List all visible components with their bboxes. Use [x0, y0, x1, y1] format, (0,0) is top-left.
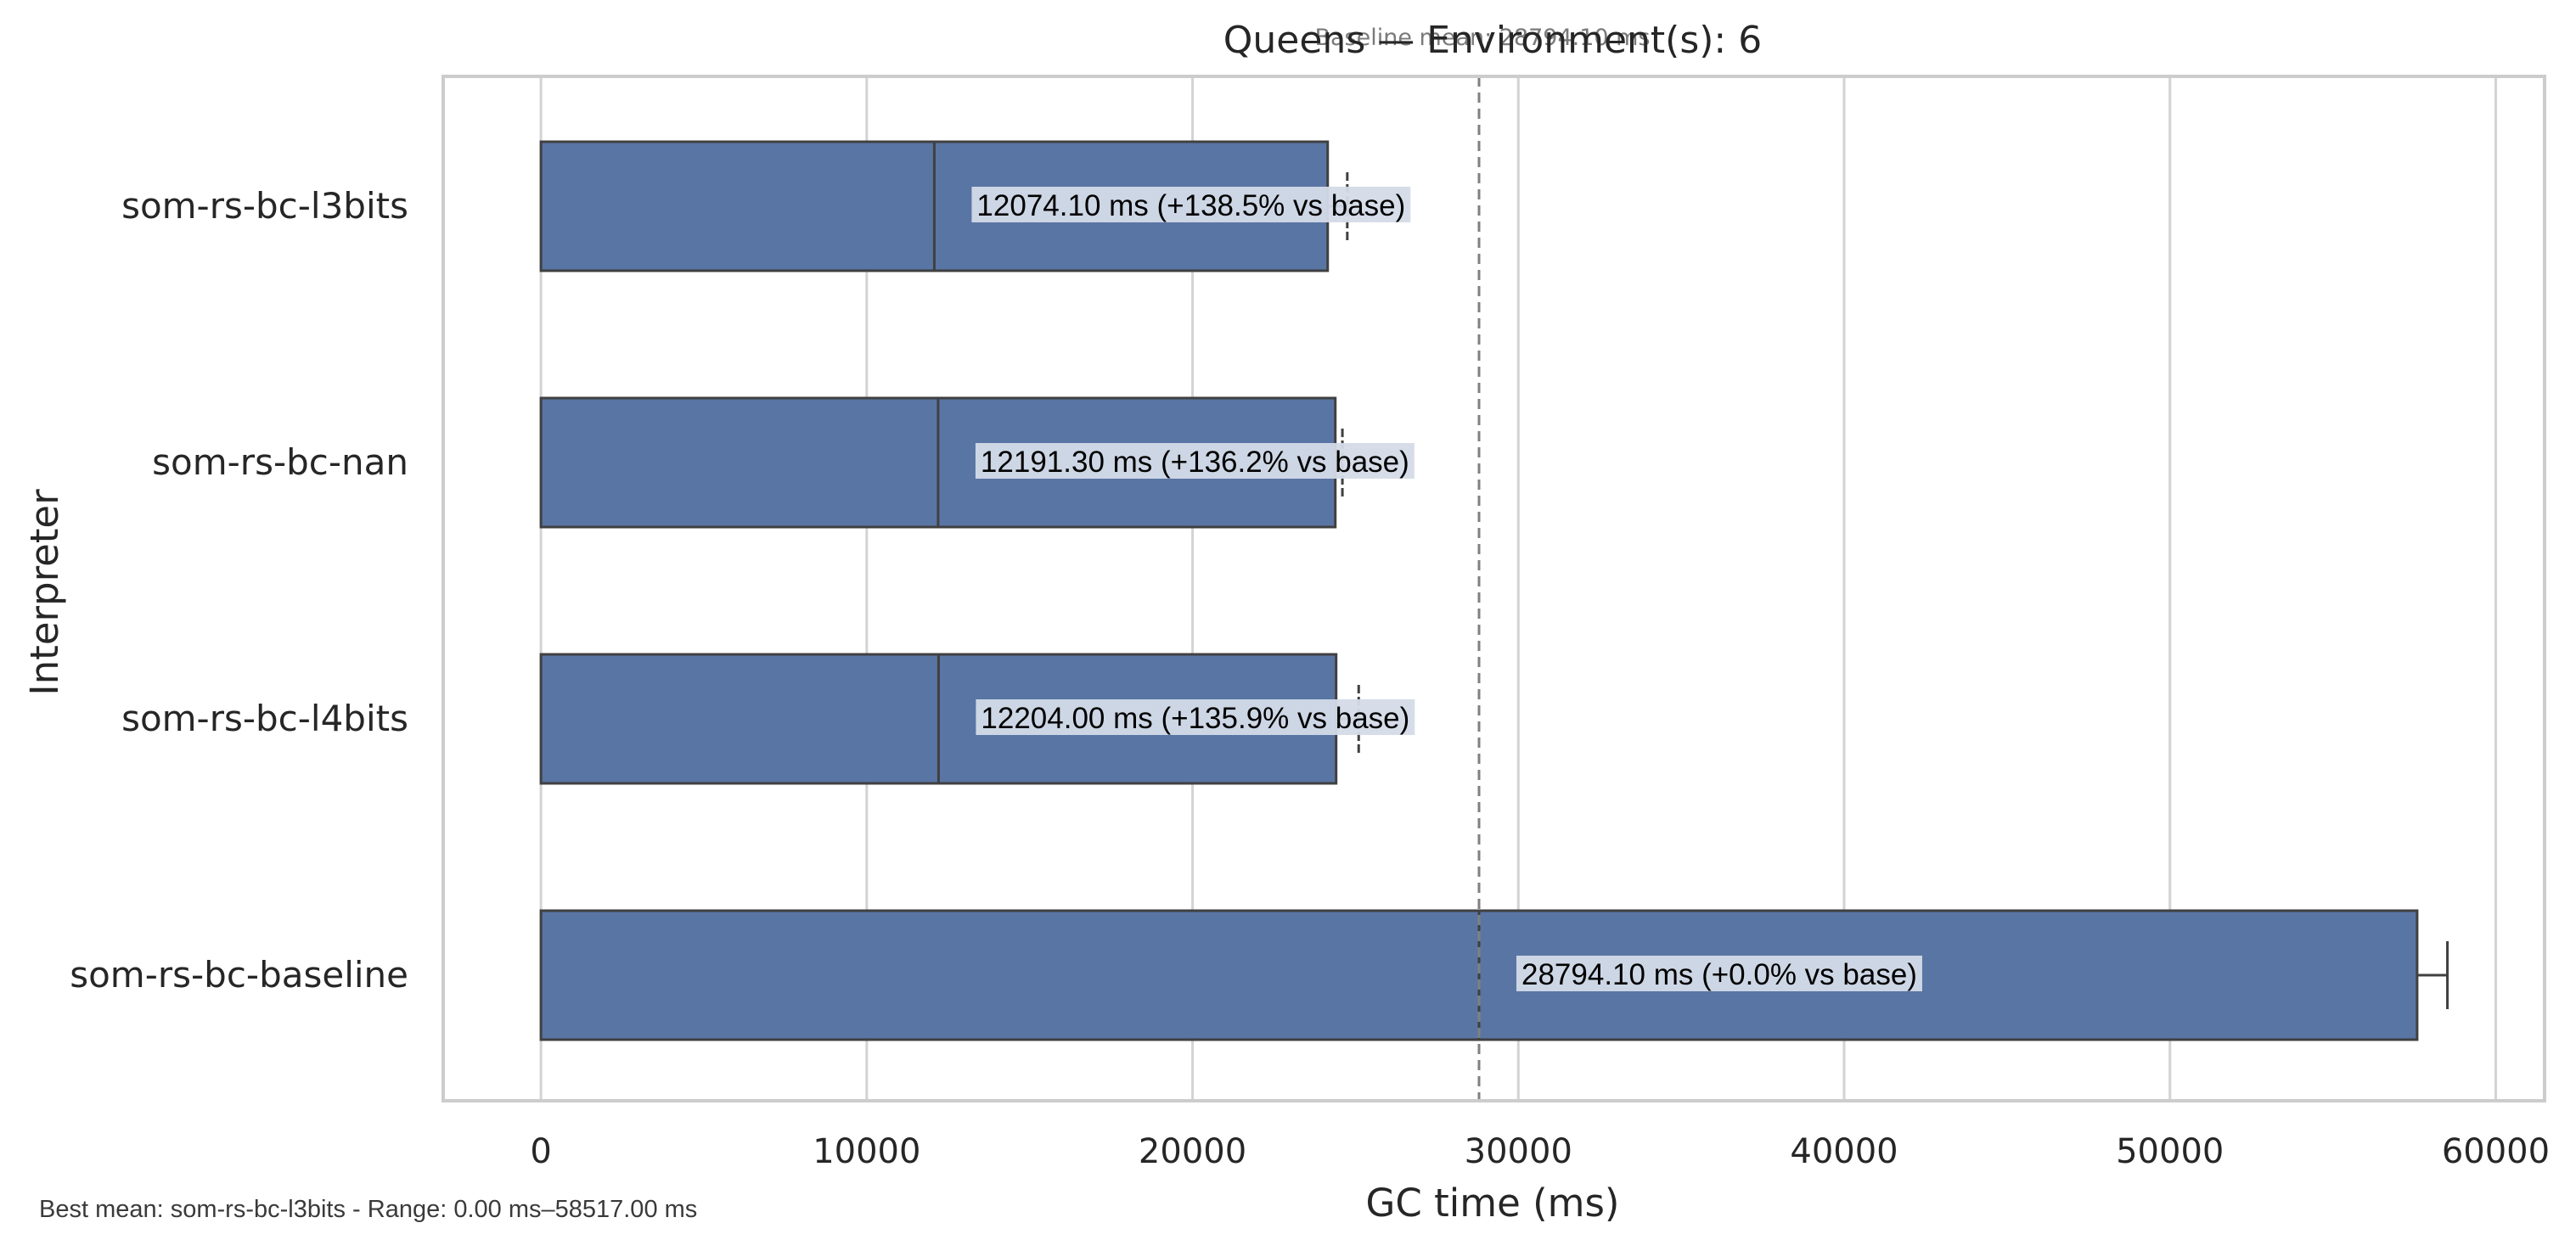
x-axis-label: GC time (ms) — [1366, 1181, 1620, 1226]
data-label: 28794.10 ms (+0.0% vs base) — [1521, 958, 1917, 991]
data-label-background — [1516, 956, 1922, 991]
plot-frame — [442, 75, 2546, 1102]
x-tick-label: 30000 — [1465, 1132, 1572, 1171]
baseline-annotation: Baseline mean: 28794.10 ms — [1314, 25, 1650, 51]
y-tick-label: som-rs-bc-l4bits — [121, 698, 408, 739]
label-layer: 12074.10 ms (+138.5% vs base) 12191.30 ms… — [971, 187, 1922, 991]
data-label-background — [976, 699, 1415, 735]
y-tick-label: som-rs-bc-nan — [152, 441, 408, 483]
x-tick-label: 20000 — [1139, 1132, 1246, 1171]
y-tick-labels: som-rs-bc-l3bits som-rs-bc-nan som-rs-bc-l… — [70, 185, 408, 996]
x-tick-label: 60000 — [2442, 1132, 2550, 1171]
x-tick-label: 10000 — [813, 1132, 920, 1171]
y-axis-label: Interpreter — [22, 489, 67, 696]
data-label-background — [971, 187, 1411, 222]
data-label-background — [975, 443, 1415, 479]
data-label: 12204.00 ms (+135.9% vs base) — [981, 702, 1409, 735]
x-tick-label: 40000 — [1790, 1132, 1898, 1171]
data-label: 12191.30 ms (+136.2% vs base) — [981, 446, 1409, 479]
x-tick-label: 0 — [530, 1132, 551, 1171]
x-tick-labels: 0 10000 20000 30000 40000 50000 60000 — [530, 1132, 2550, 1171]
y-tick-label: som-rs-bc-l3bits — [121, 185, 408, 227]
footer-note: Best mean: som-rs-bc-l3bits - Range: 0.0… — [39, 1196, 697, 1223]
bar-layer — [539, 140, 2449, 1041]
data-label: 12074.10 ms (+138.5% vs base) — [976, 189, 1405, 222]
chart-title: Queens — Environment(s): 6 — [1223, 19, 1762, 62]
y-tick-label: som-rs-bc-baseline — [70, 954, 408, 996]
x-tick-label: 50000 — [2116, 1132, 2224, 1171]
